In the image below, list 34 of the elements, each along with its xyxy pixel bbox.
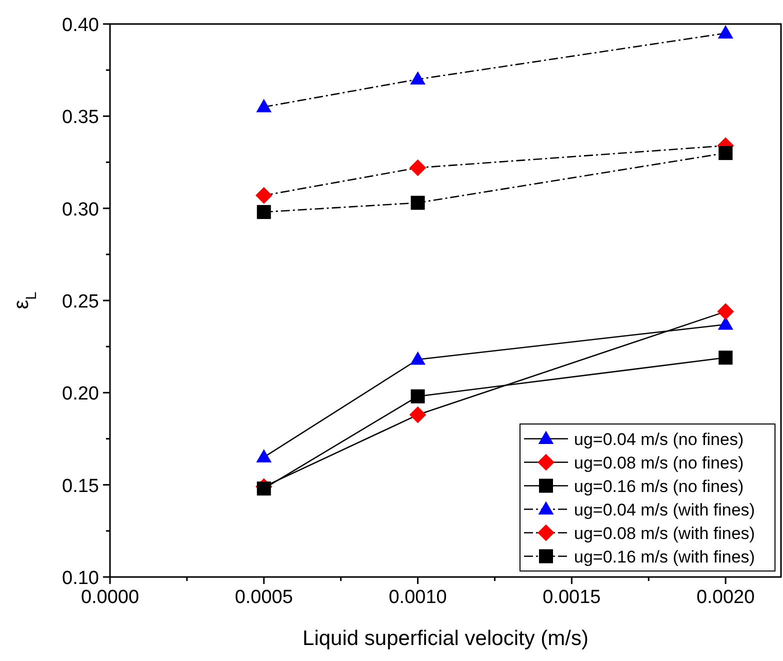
y-tick-label: 0.30 — [62, 199, 99, 220]
point — [256, 205, 271, 220]
legend-label: ug=0.16 m/s (no fines) — [574, 476, 744, 496]
point — [256, 98, 272, 112]
point — [410, 389, 425, 404]
point — [718, 146, 733, 160]
point — [718, 25, 734, 38]
legend-label: ug=0.08 m/s (no fines) — [574, 453, 744, 472]
y-tick-label: 0.40 — [62, 15, 99, 36]
point — [256, 187, 272, 204]
x-tick-label: 0.0020 — [696, 587, 755, 608]
legend-label: ug=0.16 m/s (with fines) — [574, 547, 755, 566]
y-tick-label: 0.15 — [62, 476, 99, 497]
x-tick-label: 0.0005 — [234, 587, 293, 608]
point — [410, 351, 426, 365]
legend-label: ug=0.04 m/s (no fines) — [574, 430, 744, 449]
point — [409, 406, 426, 424]
x-tick-label: 0.0010 — [388, 587, 447, 608]
x-axis-title: Liquid superficial velocity (m/s) — [302, 627, 588, 650]
point — [409, 159, 426, 176]
y-tick-label: 0.10 — [62, 568, 99, 589]
point — [256, 449, 272, 462]
y-tick-label: 0.25 — [62, 292, 99, 312]
y-tick-label: 0.20 — [62, 384, 99, 405]
point — [410, 71, 426, 85]
legend-label: ug=0.04 m/s (with fines) — [574, 500, 755, 520]
y-tick-label: 0.35 — [62, 107, 99, 128]
x-tick-label: 0.0015 — [542, 587, 601, 608]
x-tick-label: 0.0000 — [80, 587, 140, 608]
point — [410, 196, 425, 210]
point — [717, 303, 734, 320]
point — [256, 482, 271, 496]
legend-label: ug=0.08 m/s (with fines) — [574, 524, 755, 543]
point — [718, 350, 733, 365]
